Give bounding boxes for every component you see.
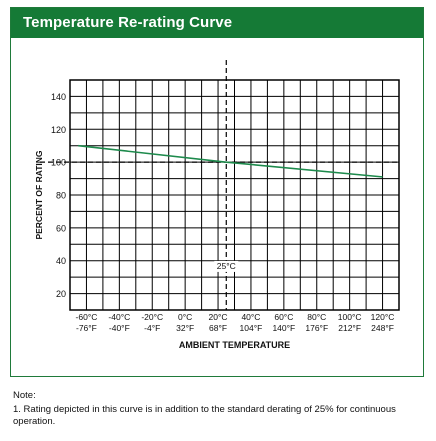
- x-tick-label-celsius: 60°C: [274, 312, 293, 322]
- x-axis-label: AMBIENT TEMPERATURE: [179, 340, 290, 350]
- chart-panel: Temperature Re-rating Curve: [10, 7, 424, 377]
- x-tick-label-fahrenheit: 212°F: [338, 323, 361, 333]
- y-tick-label: 40: [56, 256, 66, 266]
- x-tick-label-fahrenheit: 248°F: [371, 323, 394, 333]
- y-tick-label: 120: [51, 125, 66, 135]
- x-tick-label-celsius: 120°C: [371, 312, 395, 322]
- y-tick-label: 80: [56, 191, 66, 201]
- reference-label-25c: 25°C: [217, 261, 236, 271]
- chart-title: Temperature Re-rating Curve: [23, 14, 233, 31]
- x-tick-label-celsius: 20°C: [209, 312, 228, 322]
- x-tick-label-celsius: 0°C: [178, 312, 192, 322]
- chart-header: Temperature Re-rating Curve: [11, 8, 423, 38]
- x-tick-label-fahrenheit: 176°F: [305, 323, 328, 333]
- plot-border: [69, 79, 400, 311]
- x-tick-label-fahrenheit: 104°F: [240, 323, 263, 333]
- note-text: 1. Rating depicted in this curve is in a…: [13, 404, 396, 427]
- x-tick-label-fahrenheit: -40°F: [109, 323, 130, 333]
- x-tick-label-fahrenheit: -4°F: [144, 323, 160, 333]
- x-tick-label-fahrenheit: 140°F: [272, 323, 295, 333]
- x-tick-label-celsius: 40°C: [241, 312, 260, 322]
- x-tick-label-celsius: -60°C: [76, 312, 98, 322]
- x-tick-label-fahrenheit: 68°F: [209, 323, 227, 333]
- y-tick-label: 140: [51, 92, 66, 102]
- x-tick-label-fahrenheit: -76°F: [76, 323, 97, 333]
- x-tick-label-celsius: 80°C: [307, 312, 326, 322]
- x-tick-label-celsius: -20°C: [141, 312, 163, 322]
- x-tick-label-celsius: 100°C: [338, 312, 362, 322]
- x-tick-label-celsius: -40°C: [108, 312, 130, 322]
- x-tick-label-fahrenheit: 32°F: [176, 323, 194, 333]
- y-tick-label: 60: [56, 223, 66, 233]
- note-label: Note:: [13, 390, 36, 401]
- rerating-curve-line: [78, 144, 383, 178]
- rerating-chart: 20406080100120140-60°C-76°F-40°C-40°F-20…: [34, 60, 400, 350]
- y-tick-label: 20: [56, 289, 66, 299]
- y-axis-label: PERCENT OF RATING: [34, 150, 44, 239]
- reference-label-bg: [214, 260, 239, 272]
